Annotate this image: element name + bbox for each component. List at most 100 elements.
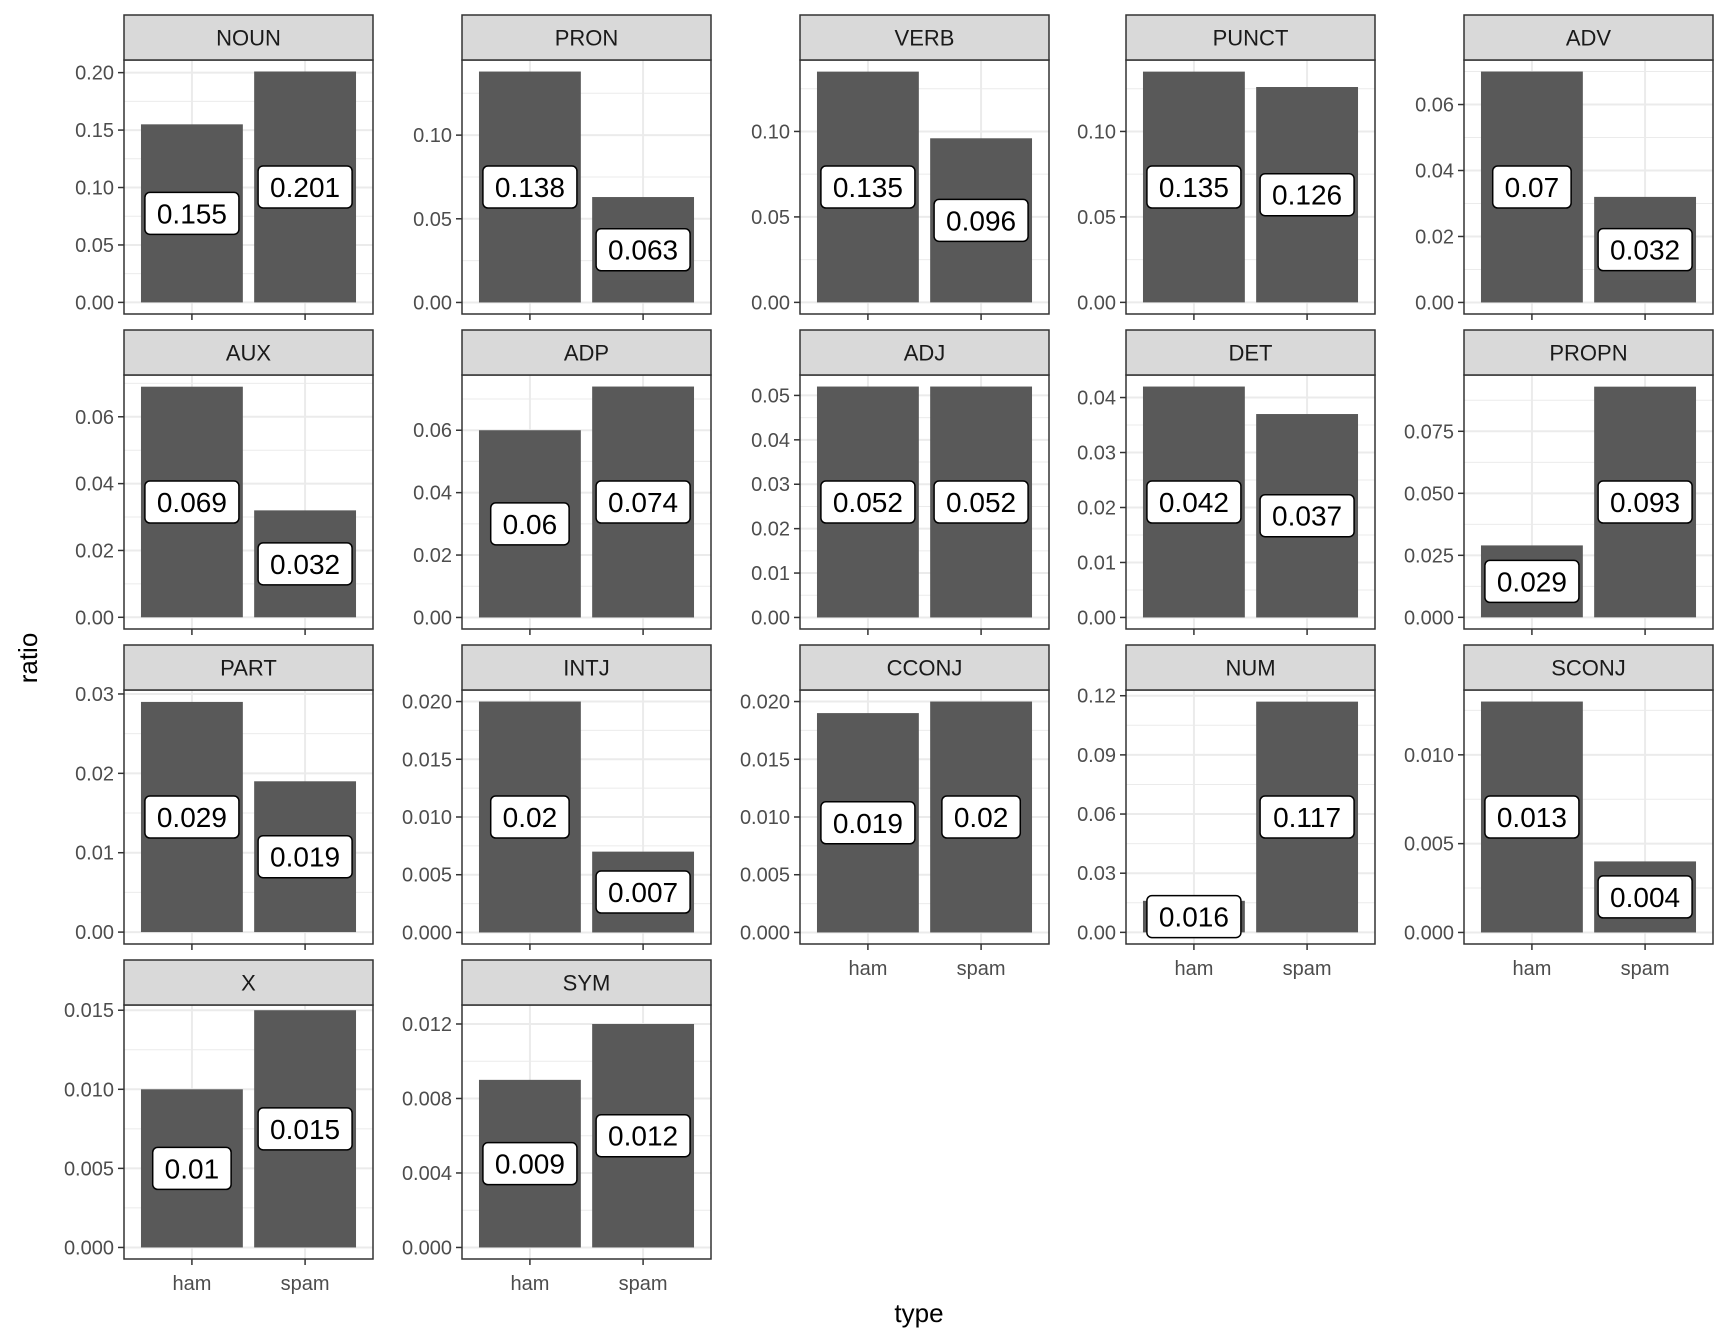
value-label-spam: 0.063 — [595, 227, 691, 272]
value-label-spam: 0.093 — [1597, 480, 1693, 524]
value-label-box — [1484, 795, 1580, 839]
value-label-ham: 0.135 — [820, 165, 916, 209]
y-tick-label: 0.00 — [75, 922, 114, 944]
facet-strip-label: SCONJ — [1551, 656, 1626, 681]
facet-noun: 0.155 0.201 NOUN 0.00 0.05 0.10 0.15 0.20 — [75, 14, 374, 320]
value-label-spam: 0.004 — [1597, 875, 1693, 919]
value-label-text: 0.201 — [270, 172, 340, 203]
value-label-text: 0.063 — [608, 235, 678, 266]
y-axis-title: ratio — [13, 633, 43, 684]
value-label-box — [595, 227, 691, 272]
value-label-ham: 0.013 — [1484, 795, 1580, 839]
y-tick-label: 0.02 — [75, 540, 114, 562]
y-tick-label: 0.06 — [1415, 95, 1454, 117]
value-label-box — [1259, 493, 1355, 538]
value-label-ham: 0.029 — [1484, 559, 1580, 604]
y-tick-label: 0.005 — [402, 865, 452, 887]
y-tick-label: 0.02 — [1077, 497, 1116, 519]
value-label-spam: 0.007 — [595, 870, 691, 914]
y-tick-label: 0.02 — [413, 545, 452, 567]
value-label-box — [257, 834, 353, 879]
y-tick-label: 0.03 — [1077, 863, 1116, 885]
y-tick-label: 0.00 — [413, 292, 452, 314]
y-tick-label: 0.00 — [75, 607, 114, 629]
value-label-text: 0.093 — [1610, 487, 1680, 518]
facet-strip — [799, 14, 1050, 61]
y-tick-label: 0.00 — [413, 607, 452, 629]
y-tick-label: 0.06 — [1077, 804, 1116, 826]
y-tick-label: 0.015 — [402, 749, 452, 771]
y-tick-label: 0.010 — [64, 1079, 114, 1101]
value-label-box — [595, 870, 691, 914]
facet-strip — [1463, 329, 1714, 376]
value-label-text: 0.155 — [157, 198, 227, 229]
value-label-box — [1484, 559, 1580, 604]
value-label-text: 0.135 — [833, 172, 903, 203]
y-tick-label: 0.005 — [740, 865, 790, 887]
value-label-box — [1146, 894, 1242, 939]
value-label-box — [1597, 480, 1693, 524]
value-label-text: 0.117 — [1273, 802, 1341, 833]
y-tick-label: 0.04 — [413, 483, 452, 505]
value-label-text: 0.019 — [270, 842, 340, 873]
value-label-box — [595, 1113, 691, 1158]
value-label-ham: 0.009 — [482, 1141, 578, 1186]
y-tick-label: 0.01 — [751, 563, 790, 585]
facet-strip — [1125, 14, 1376, 61]
y-tick-label: 0.010 — [1404, 745, 1454, 767]
facet-strip — [799, 329, 1050, 376]
y-tick-label: 0.02 — [751, 519, 790, 541]
facet-strip — [461, 959, 712, 1006]
value-label-text: 0.07 — [1505, 172, 1560, 203]
y-tick-label: 0.03 — [1077, 443, 1116, 465]
facet-propn: 0.029 0.093 PROPN 0.000 0.025 0.050 0.075 — [1404, 329, 1714, 635]
value-label-box — [489, 795, 570, 839]
y-tick-label: 0.000 — [740, 922, 790, 944]
y-tick-label: 0.05 — [75, 235, 114, 257]
y-tick-label: 0.05 — [1077, 207, 1116, 229]
value-label-text: 0.007 — [608, 877, 678, 908]
y-tick-label: 0.004 — [402, 1163, 452, 1185]
y-tick-label: 0.020 — [740, 692, 790, 714]
y-tick-label: 0.000 — [1404, 607, 1454, 629]
facet-strip — [1463, 14, 1714, 61]
value-label-box — [1146, 480, 1242, 524]
value-label-box — [144, 191, 240, 236]
facet-pron: 0.138 0.063 PRON 0.00 0.05 0.10 — [413, 14, 712, 320]
y-tick-label: 0.020 — [402, 692, 452, 714]
value-label-spam: 0.096 — [933, 198, 1029, 243]
facet-adp: 0.06 0.074 ADP 0.00 0.02 0.04 0.06 — [413, 329, 712, 635]
value-label-text: 0.042 — [1159, 487, 1229, 518]
value-label-text: 0.138 — [495, 172, 565, 203]
value-label-box — [941, 795, 1022, 839]
y-tick-label: 0.00 — [1415, 292, 1454, 314]
y-tick-label: 0.00 — [751, 292, 790, 314]
facet-strip-label: ADJ — [904, 341, 946, 366]
value-label-text: 0.074 — [608, 487, 678, 518]
y-tick-label: 0.012 — [402, 1014, 452, 1036]
y-tick-label: 0.000 — [402, 922, 452, 944]
y-tick-label: 0.005 — [64, 1158, 114, 1180]
value-label-box — [1597, 875, 1693, 919]
y-tick-label: 0.005 — [1404, 834, 1454, 856]
value-label-text: 0.052 — [946, 487, 1016, 518]
value-label-ham: 0.07 — [1491, 165, 1572, 209]
facet-sconj: 0.013 0.004 SCONJ 0.000 0.005 0.010 ham spam — [1404, 644, 1714, 980]
facet-strip-label: AUX — [226, 341, 272, 366]
facet-strip-label: SYM — [563, 971, 611, 996]
value-label-spam: 0.037 — [1259, 493, 1355, 538]
value-label-spam: 0.126 — [1259, 172, 1355, 217]
value-label-ham: 0.029 — [144, 795, 240, 839]
value-label-box — [595, 480, 691, 524]
value-label-text: 0.009 — [495, 1149, 565, 1180]
y-tick-label: 0.075 — [1404, 421, 1454, 443]
value-label-text: 0.06 — [503, 509, 558, 540]
value-label-text: 0.02 — [503, 802, 558, 833]
value-label-ham: 0.042 — [1146, 480, 1242, 524]
y-tick-label: 0.03 — [75, 684, 114, 706]
y-tick-label: 0.00 — [1077, 922, 1116, 944]
value-label-ham: 0.016 — [1146, 894, 1242, 939]
facet-cconj: 0.019 0.02 CCONJ 0.000 0.005 0.010 0.015 0.020 h… — [740, 644, 1050, 980]
value-label-text: 0.069 — [157, 487, 227, 518]
